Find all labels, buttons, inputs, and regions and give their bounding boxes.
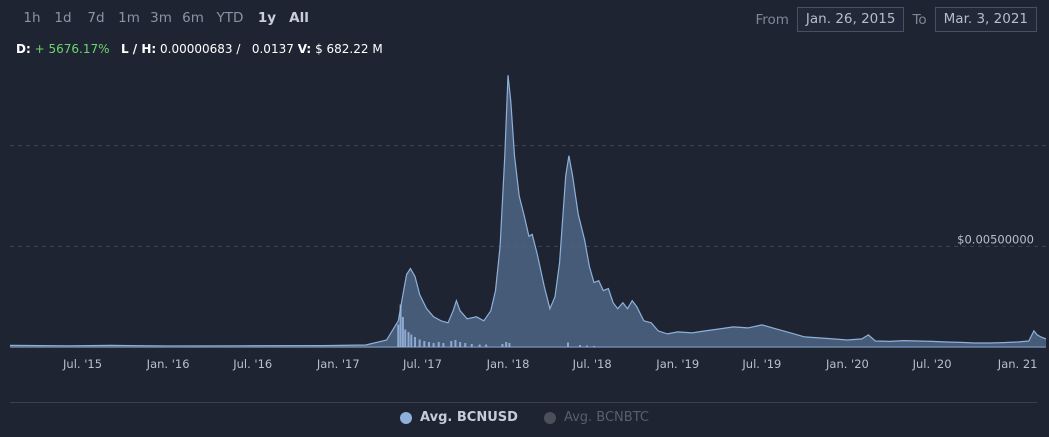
volume-bar <box>454 340 457 347</box>
range-button-ytd[interactable]: YTD <box>216 10 244 26</box>
legend-item-bcnusd[interactable]: Avg. BCNUSD <box>400 410 518 425</box>
volume-bar <box>485 344 488 347</box>
legend-label: Avg. BCNBTC <box>563 410 649 425</box>
x-axis-tick-label: Jan. '17 <box>316 357 360 371</box>
legend-item-bcnbtc[interactable]: Avg. BCNBTC <box>543 410 649 425</box>
d-value: + 5676.17% <box>34 42 110 56</box>
v-label: V: <box>297 42 312 56</box>
low-value: 0.00000683 / <box>160 42 241 56</box>
volume-bar <box>478 344 481 347</box>
x-axis-tick-label: Jul. '15 <box>62 357 102 371</box>
volume-bar <box>505 342 508 347</box>
volume-bar <box>459 342 462 347</box>
range-button-7d[interactable]: 7d <box>87 10 105 26</box>
range-button-all[interactable]: All <box>289 10 309 26</box>
volume-bar <box>432 343 435 347</box>
volume-bar <box>508 343 511 347</box>
d-label: D: <box>16 42 31 56</box>
from-label: From <box>755 11 789 28</box>
x-axis-tick-label: Jan. '18 <box>486 357 530 371</box>
y-axis-tick-label: $0.00500000 <box>957 232 1034 246</box>
volume-bar <box>586 345 589 347</box>
volume-bar <box>414 337 417 347</box>
from-date-input[interactable]: Jan. 26, 2015 <box>796 7 905 32</box>
legend-marker <box>543 411 556 424</box>
high-value: 0.0137 <box>251 42 294 56</box>
volume-bar <box>397 324 400 347</box>
volume-bar <box>407 332 410 347</box>
chart-bottom-divider <box>10 402 1037 403</box>
volume-bar <box>404 329 407 347</box>
legend: Avg. BCNUSD Avg. BCNBTC <box>0 410 1049 425</box>
volume-bar <box>410 334 413 347</box>
volume-bar <box>501 344 504 347</box>
range-button-6m[interactable]: 6m <box>182 10 204 26</box>
volume-bar <box>427 342 430 347</box>
volume-bar <box>450 341 453 347</box>
price-line <box>9 75 1047 347</box>
legend-marker <box>400 411 413 424</box>
x-axis-tick-label: Jul. '20 <box>912 357 952 371</box>
range-button-1h[interactable]: 1h <box>23 10 41 26</box>
x-axis-tick-label: Jul. '18 <box>572 357 612 371</box>
price-chart[interactable]: $0.00500000 Jul. '15 Jan. '16 Jul. '16 Jan. … <box>0 0 1049 400</box>
volume-bar <box>593 346 596 347</box>
to-label: To <box>912 11 927 28</box>
x-axis-tick-label: Jan. '20 <box>825 357 869 371</box>
range-button-1m[interactable]: 1m <box>118 10 140 26</box>
range-button-3m[interactable]: 3m <box>150 10 172 26</box>
range-button-1d[interactable]: 1d <box>54 10 72 26</box>
volume-bar <box>566 342 569 347</box>
price-area <box>10 75 1046 347</box>
volume-bar <box>401 317 404 347</box>
range-button-1y[interactable]: 1y <box>257 10 277 26</box>
x-axis-tick-label: Jul. '16 <box>232 357 272 371</box>
volume-bar <box>437 342 440 347</box>
range-selector: 1h 1d 7d 1m 3m 6m YTD 1y All <box>17 8 315 28</box>
date-range: From Jan. 26, 2015 To Mar. 3, 2021 <box>747 7 1037 32</box>
volume-bar <box>442 343 445 347</box>
volume-value: $ 682.22 M <box>315 42 383 56</box>
to-date-input[interactable]: Mar. 3, 2021 <box>934 7 1037 32</box>
x-axis-tick-label: Jan. '19 <box>655 357 699 371</box>
volume-bar <box>579 345 582 347</box>
x-axis-tick-label: Jul. '19 <box>741 357 781 371</box>
legend-label: Avg. BCNUSD <box>420 410 518 425</box>
stats-bar: D: + 5676.17% L / H: 0.00000683 / 0.0137… <box>16 42 383 56</box>
x-axis-tick-label: Jan. '16 <box>146 357 190 371</box>
volume-bar <box>423 341 426 347</box>
x-axis-tick-label: Jan. 21 <box>997 357 1038 371</box>
volume-bar <box>464 343 467 347</box>
lh-label: L / H: <box>120 42 157 56</box>
x-axis-tick-label: Jul. '17 <box>402 357 442 371</box>
volume-bar <box>470 344 473 347</box>
volume-bar <box>418 339 421 347</box>
volume-bar <box>399 304 402 347</box>
